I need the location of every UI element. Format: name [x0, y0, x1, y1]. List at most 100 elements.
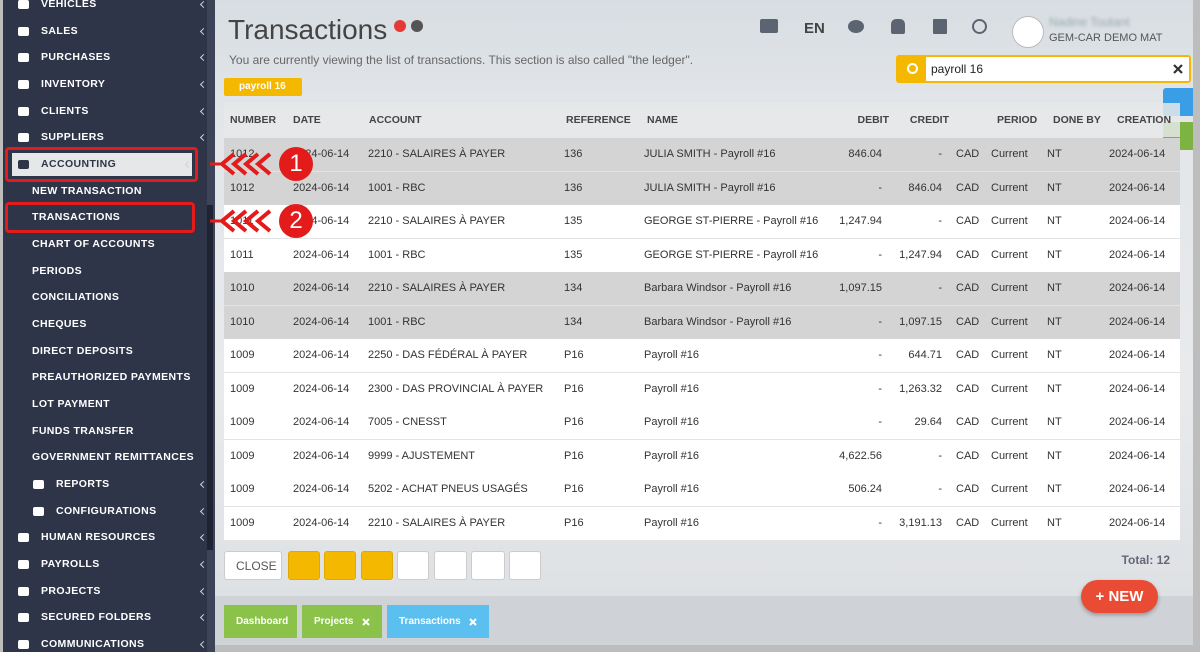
column-header[interactable]: PERIOD	[997, 114, 1038, 126]
column-header[interactable]: CREDIT	[909, 114, 949, 126]
menu-item[interactable]: NEW TRANSACTION	[32, 184, 142, 197]
table-row[interactable]: 1009 2024-06-14 7005 - CNESST P16 Payroll #1…	[224, 406, 1180, 440]
table-cell: 3,191.13	[899, 516, 942, 529]
menu-icon	[18, 160, 29, 170]
close-button[interactable]: CLOSE	[224, 551, 282, 580]
table-cell: NT	[1047, 416, 1062, 428]
table-cell: -	[878, 315, 882, 328]
menu-item[interactable]: CLIENTS	[41, 104, 89, 117]
notification-icon[interactable]	[891, 19, 905, 34]
table-row[interactable]: 1009 2024-06-14 5202 - ACHAT PNEUS USAGÉS P…	[224, 473, 1180, 507]
table-cell: Payroll #16	[644, 516, 700, 529]
table-cell: NT	[1047, 315, 1062, 328]
column-header[interactable]: NAME	[647, 114, 678, 126]
table-cell: 5202 - ACHAT PNEUS USAGÉS	[368, 483, 528, 495]
user-avatar[interactable]	[1012, 16, 1044, 48]
filter-tag[interactable]: payroll 16	[224, 78, 302, 96]
table-cell: 1,097.15	[839, 282, 882, 294]
menu-item[interactable]: PAYROLLS	[41, 558, 100, 571]
menu-item[interactable]: CHART OF ACCOUNTS	[32, 238, 156, 251]
menu-item[interactable]: REPORTS	[56, 478, 110, 491]
favorite-button[interactable]	[434, 551, 467, 580]
column-header[interactable]: NUMBER	[230, 114, 277, 126]
table-cell: 846.04	[908, 181, 942, 194]
table-row[interactable]: 1010 2024-06-14 2210 - SALAIRES À PAYER 134…	[224, 272, 1180, 306]
table-row[interactable]: 1011 2024-06-14 1001 - RBC 135 GEORGE ST-PIE…	[224, 238, 1180, 273]
menu-item[interactable]: SALES	[41, 24, 79, 37]
tab[interactable]: Dashboard	[224, 605, 297, 638]
table-cell: NT	[1047, 215, 1062, 227]
table-row[interactable]: 1009 2024-06-14 9999 - AJUSTEMENT P16 Payrol…	[224, 439, 1180, 474]
new-button[interactable]: + NEW	[1081, 580, 1158, 613]
tab-close[interactable]	[469, 618, 477, 626]
menu-item[interactable]: PREAUTHORIZED PAYMENTS	[32, 371, 191, 384]
excel-button[interactable]	[324, 551, 356, 580]
zoom-button[interactable]	[509, 551, 541, 580]
menu-item[interactable]: PROJECTS	[41, 584, 101, 597]
menu-item[interactable]: COMMUNICATIONS	[41, 638, 145, 651]
table-row[interactable]: 1010 2024-06-14 1001 - RBC 134 Barbara Winds…	[224, 305, 1180, 340]
table-row[interactable]: 1012 2024-06-14 1001 - RBC 136 JULIA SMITH -…	[224, 171, 1180, 206]
menu-item[interactable]: SECURED FOLDERS	[41, 611, 152, 624]
menu-item[interactable]: HUMAN RESOURCES	[41, 531, 156, 544]
column-header[interactable]: REFERENCE	[566, 114, 631, 126]
column-header[interactable]: CREATION	[1117, 114, 1172, 126]
column-header[interactable]: DEBIT	[857, 114, 890, 126]
clear-search[interactable]	[1173, 64, 1183, 74]
table-cell: 4,622.56	[839, 449, 882, 462]
menu-item[interactable]: TRANSACTIONS	[32, 211, 121, 224]
tab[interactable]: Transactions	[387, 605, 489, 638]
menu-item[interactable]: FUNDS TRANSFER	[32, 424, 134, 437]
table-cell: NT	[1047, 349, 1062, 361]
theme-icon[interactable]	[972, 19, 987, 34]
column-header[interactable]: ACCOUNT	[369, 114, 422, 126]
menu-item[interactable]: INVENTORY	[41, 78, 106, 90]
table-row[interactable]: 1012 2024-06-14 2210 - SALAIRES À PAYER 136…	[224, 138, 1180, 172]
academy-icon[interactable]	[760, 19, 778, 33]
menu-item[interactable]: PURCHASES	[41, 51, 111, 64]
table-cell: Barbara Windsor - Payroll #16	[644, 315, 792, 328]
tab-close[interactable]	[362, 618, 370, 626]
menu-item[interactable]: CHEQUES	[32, 318, 87, 331]
menu-item[interactable]: GOVERNMENT REMITTANCES	[32, 451, 195, 464]
table-row[interactable]: 1011 2024-06-14 2210 - SALAIRES À PAYER 135…	[224, 205, 1180, 239]
sidebar-scrollbar[interactable]	[207, 205, 213, 550]
table-cell: 2024-06-14	[1109, 315, 1166, 328]
tab[interactable]: Projects	[302, 605, 382, 638]
table-cell: 1012	[230, 181, 255, 194]
print-button[interactable]	[288, 551, 320, 580]
link-button[interactable]	[397, 551, 429, 580]
menu-item[interactable]: VEHICLES	[41, 0, 97, 10]
chat-icon[interactable]	[848, 20, 864, 33]
user-name: Nadine Toutant	[1049, 15, 1130, 29]
table-row[interactable]: 1009 2024-06-14 2210 - SALAIRES À PAYER P16…	[224, 506, 1180, 541]
table-cell: 2024-06-14	[1109, 516, 1166, 529]
menu-item[interactable]: PERIODS	[32, 264, 83, 277]
pdf-button[interactable]	[361, 551, 393, 580]
callout-arrows	[210, 147, 313, 238]
column-header[interactable]: DONE BY	[1053, 114, 1101, 126]
menu-item[interactable]: CONFIGURATIONS	[56, 504, 157, 517]
language-selector[interactable]: EN	[804, 20, 825, 37]
table-cell: -	[938, 215, 942, 227]
download-icon[interactable]	[933, 19, 947, 34]
active-menu-bg	[12, 153, 192, 177]
add-icon[interactable]	[394, 20, 406, 32]
menu-icon	[18, 533, 29, 543]
table-cell: CAD	[956, 483, 980, 495]
table-row[interactable]: 1009 2024-06-14 2250 - DAS FÉDÉRAL À PAYER…	[224, 339, 1180, 373]
menu-item[interactable]: ACCOUNTING	[41, 158, 117, 171]
settings-icon[interactable]	[411, 20, 423, 32]
menu-item[interactable]: DIRECT DEPOSITS	[32, 344, 134, 357]
search-input[interactable]: payroll 16	[926, 57, 1189, 81]
table-cell: 2024-06-14	[1109, 181, 1166, 194]
menu-item[interactable]: SUPPLIERS	[41, 131, 105, 144]
table-cell: Current	[991, 181, 1028, 194]
list-button[interactable]	[471, 551, 505, 580]
menu-item[interactable]: LOT PAYMENT	[32, 398, 110, 411]
menu-item[interactable]: CONCILIATIONS	[32, 291, 120, 304]
column-header[interactable]: DATE	[293, 114, 321, 126]
search-icon	[907, 63, 918, 74]
table-row[interactable]: 1009 2024-06-14 2300 - DAS PROVINCIAL À PA…	[224, 372, 1180, 407]
table-cell: 2024-06-14	[1109, 349, 1166, 361]
